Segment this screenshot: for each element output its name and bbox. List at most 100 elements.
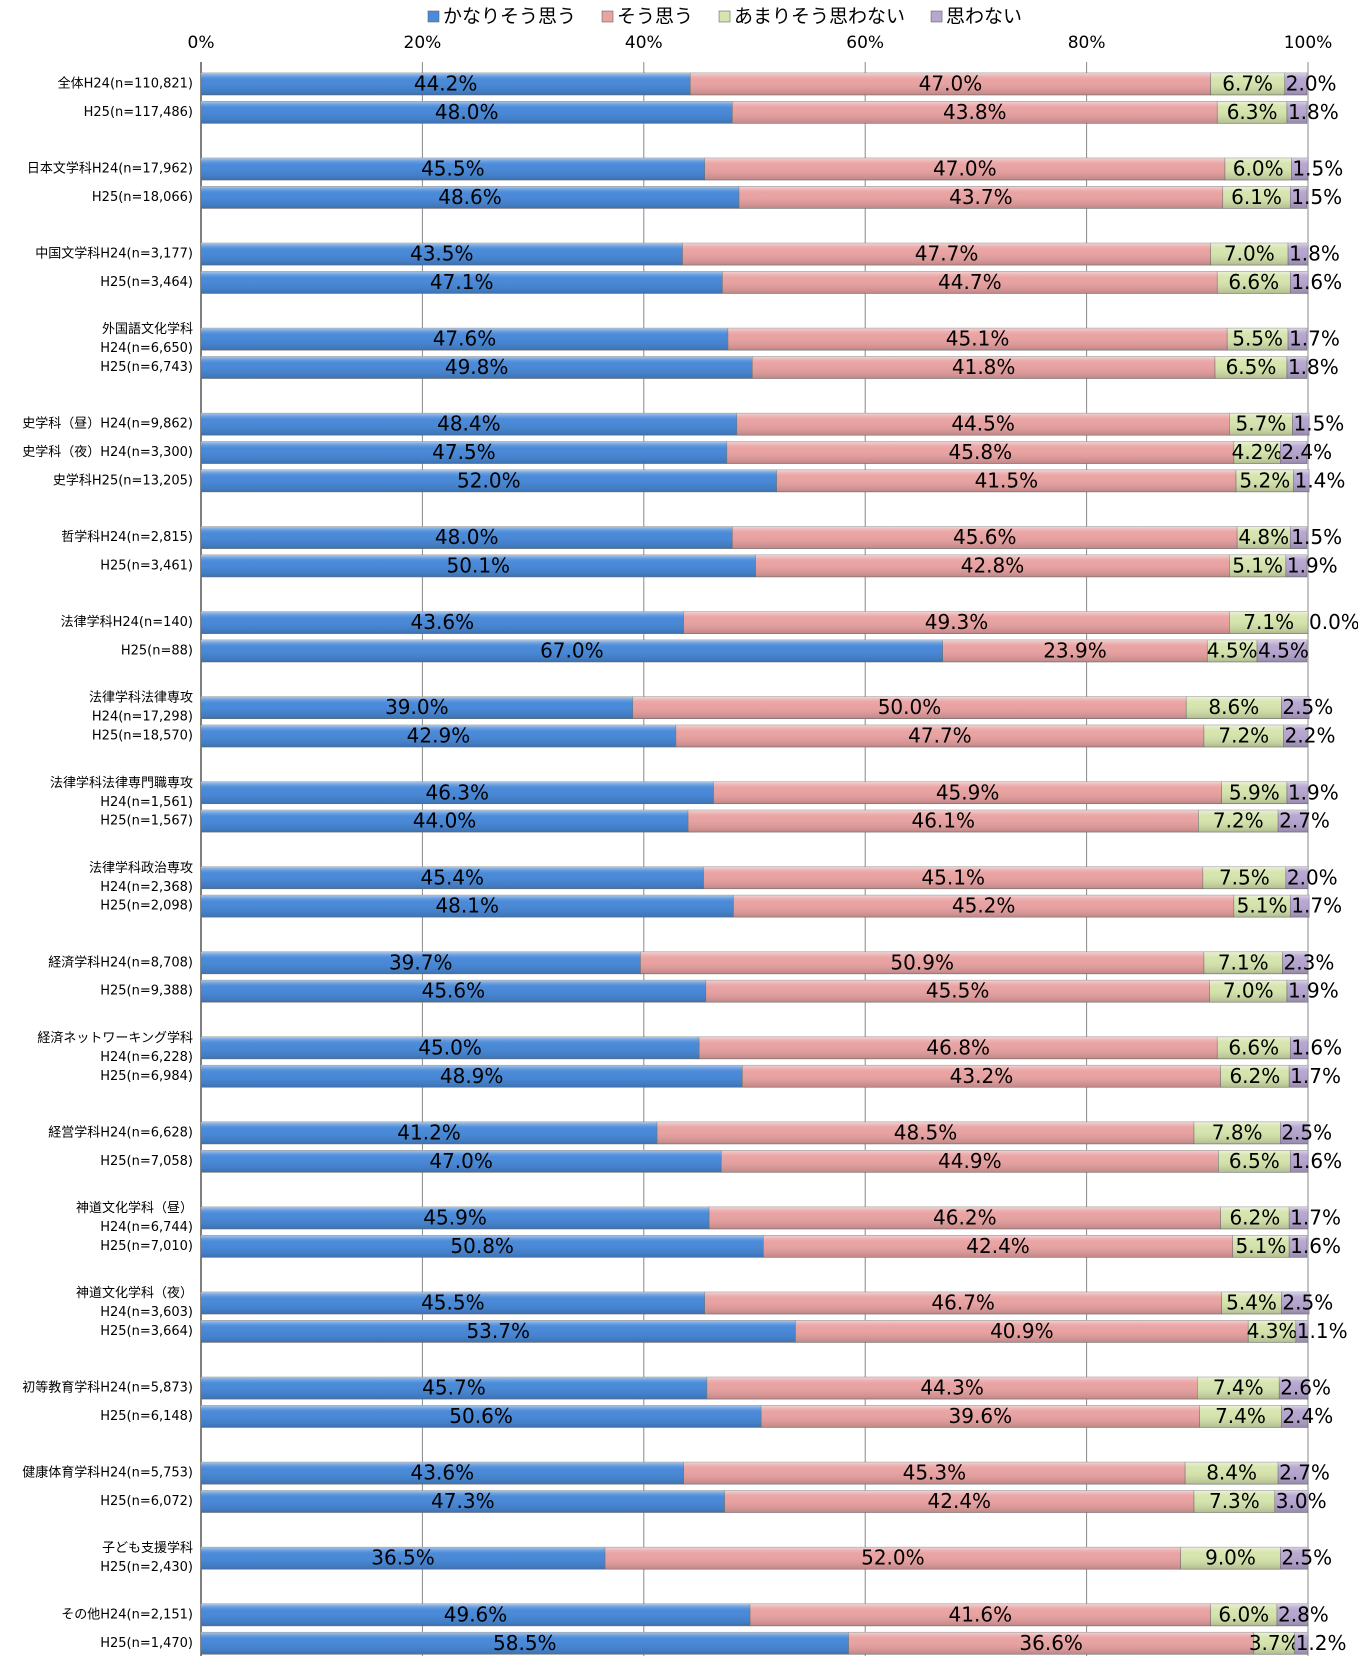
bar-shine	[1197, 1377, 1280, 1400]
bar-shine	[1203, 951, 1283, 974]
value-label: 48.9%	[440, 1064, 504, 1088]
bar-shine	[1193, 1121, 1281, 1144]
value-label: 47.0%	[919, 72, 983, 96]
bar-shine	[201, 1065, 743, 1088]
value-label: 48.1%	[435, 894, 499, 918]
bar-shine	[1209, 980, 1287, 1003]
bar-shine	[657, 1121, 1194, 1144]
bar-shine	[1221, 781, 1287, 804]
bar-shine	[690, 73, 1211, 95]
category-label: H25(n=6,148)	[100, 1409, 193, 1424]
bar-shine	[1284, 73, 1307, 95]
value-label: 1.5%	[1291, 185, 1342, 209]
bar-shine	[201, 554, 756, 577]
bar-shine	[201, 1632, 849, 1655]
bar-shine	[201, 1207, 710, 1229]
bar-shine	[201, 1235, 764, 1258]
value-label: 7.3%	[1209, 1489, 1260, 1513]
bar-shine	[683, 611, 1230, 634]
value-label: 67.0%	[540, 639, 604, 663]
category-label: 日本文学科H24(n=17,962)	[27, 161, 193, 177]
value-label: 8.4%	[1206, 1461, 1257, 1485]
category-label: H25(n=7,010)	[100, 1239, 193, 1254]
value-label: 46.7%	[931, 1291, 995, 1315]
value-label: 4.3%	[1247, 1319, 1298, 1343]
value-label: 49.6%	[444, 1602, 508, 1626]
value-label: 6.2%	[1229, 1206, 1280, 1230]
bar-shine	[1237, 526, 1291, 549]
bar-shine	[1233, 441, 1281, 464]
bar-shine	[709, 1207, 1221, 1229]
bar-shine	[675, 725, 1204, 748]
bar-shine	[1289, 1065, 1308, 1088]
bar-shine	[201, 243, 683, 266]
bar-shine	[201, 781, 714, 804]
value-label: 8.6%	[1208, 695, 1259, 719]
bar-shine	[761, 1405, 1200, 1428]
category-label: H24(n=2,368)	[100, 880, 193, 895]
value-label: 5.2%	[1239, 468, 1290, 492]
bar-shine	[1278, 1462, 1308, 1485]
value-label: 1.8%	[1289, 242, 1340, 266]
value-label: 2.7%	[1279, 1461, 1330, 1485]
bar-shine	[1280, 1121, 1308, 1144]
bar-shine	[640, 951, 1204, 974]
category-label: H25(n=3,461)	[100, 558, 193, 573]
bar-shine	[1202, 866, 1286, 889]
bar-shine	[1257, 640, 1307, 662]
bar-shine	[1221, 1292, 1282, 1315]
value-label: 50.9%	[890, 950, 954, 974]
bar-shine	[1291, 158, 1308, 181]
x-tick-label: 60%	[846, 33, 884, 53]
bar-shine	[1286, 356, 1307, 379]
bar-shine	[201, 526, 733, 549]
value-label: 44.0%	[413, 809, 477, 833]
value-label: 1.9%	[1288, 979, 1339, 1003]
bar-shine	[1294, 1632, 1308, 1655]
bar-shine	[201, 951, 641, 974]
value-label: 47.3%	[431, 1489, 495, 1513]
category-label: 経営学科H24(n=6,628)	[48, 1124, 193, 1140]
value-label: 52.0%	[861, 1546, 925, 1570]
bar-shine	[1233, 895, 1291, 918]
category-label: 経済ネットワーキング学科	[37, 1030, 193, 1046]
bar-shine	[1290, 895, 1310, 918]
value-label: 2.0%	[1286, 72, 1337, 96]
value-label: 42.4%	[966, 1234, 1030, 1258]
value-label: 1.5%	[1291, 525, 1342, 549]
bar-shine	[201, 1150, 722, 1173]
value-label: 6.6%	[1228, 270, 1279, 294]
value-label: 6.6%	[1228, 1035, 1279, 1059]
bar-shine	[1293, 469, 1310, 492]
bar-shine	[201, 413, 737, 436]
value-label: 6.5%	[1226, 355, 1277, 379]
value-label: 46.2%	[933, 1206, 997, 1230]
bar-shine	[1289, 1235, 1307, 1258]
value-label: 39.6%	[949, 1404, 1013, 1428]
value-label: 45.3%	[903, 1461, 967, 1485]
legend-label: 思わない	[946, 6, 1022, 28]
value-label: 49.3%	[925, 610, 989, 634]
bar-shine	[795, 1320, 1249, 1343]
bar-shine	[201, 1462, 684, 1485]
bar-shine	[724, 1490, 1194, 1513]
bar-shine	[1292, 413, 1310, 436]
value-label: 45.8%	[949, 440, 1013, 464]
value-label: 41.6%	[949, 1602, 1013, 1626]
bar-shine	[750, 1603, 1211, 1626]
bar-shine	[1248, 1320, 1296, 1343]
bar-shine	[1218, 1150, 1291, 1173]
value-label: 23.9%	[1043, 639, 1107, 663]
bar-shine	[201, 101, 733, 124]
value-label: 1.9%	[1287, 553, 1338, 577]
value-label: 1.7%	[1289, 327, 1340, 351]
bar-shine	[1295, 1320, 1308, 1343]
value-label: 0.0%	[1309, 610, 1358, 634]
bar-shine	[201, 866, 704, 889]
bar-shine	[201, 1603, 751, 1626]
category-label: H25(n=6,072)	[100, 1494, 193, 1509]
value-label: 5.9%	[1229, 780, 1280, 804]
bar-shine	[605, 1547, 1181, 1570]
value-label: 41.8%	[952, 355, 1016, 379]
value-label: 1.6%	[1291, 1035, 1342, 1059]
